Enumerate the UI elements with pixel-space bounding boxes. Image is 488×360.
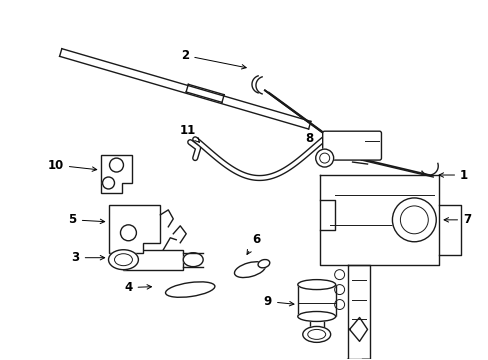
Text: 9: 9 bbox=[263, 295, 293, 308]
Ellipse shape bbox=[165, 282, 214, 297]
Text: 4: 4 bbox=[124, 281, 151, 294]
Circle shape bbox=[392, 198, 435, 242]
Polygon shape bbox=[101, 155, 132, 193]
Ellipse shape bbox=[234, 262, 265, 278]
Ellipse shape bbox=[258, 260, 269, 268]
Ellipse shape bbox=[302, 327, 330, 342]
Polygon shape bbox=[309, 316, 323, 328]
Ellipse shape bbox=[108, 250, 138, 270]
Circle shape bbox=[334, 285, 344, 294]
Circle shape bbox=[334, 270, 344, 280]
Text: 10: 10 bbox=[47, 158, 97, 172]
Text: 5: 5 bbox=[68, 213, 104, 226]
Ellipse shape bbox=[183, 253, 203, 267]
Circle shape bbox=[109, 158, 123, 172]
Ellipse shape bbox=[297, 280, 335, 289]
Circle shape bbox=[102, 177, 114, 189]
Text: 7: 7 bbox=[443, 213, 470, 226]
FancyBboxPatch shape bbox=[322, 131, 381, 160]
Text: 3: 3 bbox=[71, 251, 104, 264]
Circle shape bbox=[334, 300, 344, 310]
Circle shape bbox=[315, 149, 333, 167]
Circle shape bbox=[120, 225, 136, 241]
Text: 8: 8 bbox=[305, 132, 328, 147]
Text: 2: 2 bbox=[181, 49, 245, 69]
Text: 11: 11 bbox=[180, 124, 199, 142]
Polygon shape bbox=[123, 250, 183, 270]
Polygon shape bbox=[108, 205, 160, 253]
Polygon shape bbox=[297, 285, 335, 316]
Text: 1: 1 bbox=[438, 168, 467, 181]
Ellipse shape bbox=[297, 311, 335, 321]
Text: 6: 6 bbox=[246, 233, 260, 255]
